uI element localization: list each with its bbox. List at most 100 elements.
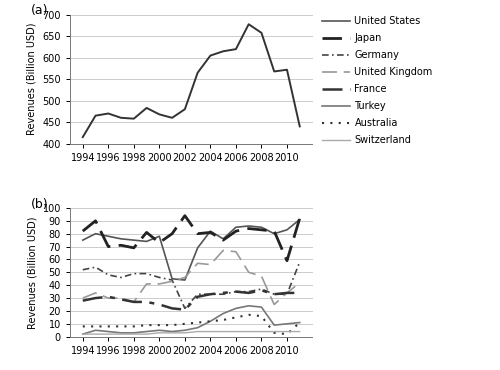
Germany [296, 260, 302, 264]
Switzerland [156, 331, 162, 335]
France [258, 288, 264, 293]
Switzerland [233, 329, 239, 334]
Switzerland [220, 329, 226, 334]
United Kingdom [92, 291, 98, 295]
United States [296, 217, 302, 222]
Turkey [233, 306, 239, 310]
France [246, 291, 252, 295]
Germany [246, 289, 252, 294]
United States [271, 232, 277, 236]
Australia [271, 331, 277, 335]
France [233, 289, 239, 294]
Japan [118, 243, 124, 248]
Turkey [169, 329, 175, 334]
Germany [233, 289, 239, 294]
United States [156, 234, 162, 239]
United States [106, 234, 112, 239]
France [208, 292, 214, 296]
France [118, 297, 124, 302]
Australia [220, 318, 226, 322]
United Kingdom [220, 248, 226, 253]
Turkey [284, 322, 290, 326]
Australia [118, 324, 124, 329]
Germany [106, 273, 112, 277]
Australia [233, 315, 239, 320]
United States [246, 224, 252, 228]
Turkey [182, 328, 188, 333]
Turkey [92, 328, 98, 333]
Japan [220, 238, 226, 242]
Japan [284, 259, 290, 263]
Australia [208, 319, 214, 323]
Australia [296, 320, 302, 325]
United Kingdom [80, 296, 86, 300]
United States [169, 276, 175, 281]
Australia [106, 324, 112, 329]
Switzerland [258, 329, 264, 334]
Japan [208, 230, 214, 235]
Germany [92, 265, 98, 269]
United Kingdom [194, 261, 200, 266]
Germany [271, 292, 277, 296]
United Kingdom [233, 249, 239, 254]
Germany [156, 275, 162, 280]
Germany [220, 292, 226, 296]
Line: Switzerland: Switzerland [83, 332, 300, 334]
United States [220, 237, 226, 241]
Line: Germany: Germany [83, 262, 300, 308]
Australia [156, 323, 162, 327]
Germany [284, 292, 290, 296]
Germany [80, 268, 86, 272]
United States [131, 238, 137, 242]
Germany [194, 292, 200, 296]
Line: Turkey: Turkey [83, 306, 300, 334]
Australia [194, 320, 200, 325]
Germany [182, 306, 188, 310]
Australia [246, 313, 252, 317]
Turkey [246, 303, 252, 308]
United States [144, 239, 150, 243]
France [106, 295, 112, 299]
Turkey [118, 331, 124, 335]
Australia [131, 324, 137, 329]
United Kingdom [246, 270, 252, 275]
Australia [258, 314, 264, 318]
Switzerland [284, 329, 290, 334]
Australia [284, 332, 290, 336]
Germany [169, 278, 175, 282]
Germany [144, 271, 150, 276]
United States [118, 237, 124, 241]
Switzerland [106, 332, 112, 336]
United Kingdom [208, 262, 214, 267]
Turkey [80, 332, 86, 336]
Japan [106, 244, 112, 249]
Switzerland [118, 332, 124, 336]
Japan [80, 229, 86, 233]
United States [258, 225, 264, 229]
Switzerland [208, 329, 214, 334]
Turkey [194, 326, 200, 330]
Japan [182, 213, 188, 218]
Japan [296, 216, 302, 221]
Line: United Kingdom: United Kingdom [83, 250, 300, 305]
Switzerland [271, 329, 277, 334]
United States [208, 229, 214, 233]
United Kingdom [284, 291, 290, 295]
Japan [144, 230, 150, 235]
Turkey [144, 329, 150, 334]
France [296, 291, 302, 295]
Switzerland [182, 331, 188, 335]
Germany [118, 275, 124, 280]
Turkey [131, 331, 137, 335]
United States [233, 225, 239, 229]
Turkey [208, 319, 214, 323]
Germany [208, 292, 214, 296]
Japan [246, 226, 252, 231]
France [80, 299, 86, 303]
Switzerland [80, 332, 86, 336]
United States [194, 246, 200, 250]
Japan [169, 232, 175, 236]
United States [284, 228, 290, 232]
United States [80, 238, 86, 242]
France [194, 295, 200, 299]
